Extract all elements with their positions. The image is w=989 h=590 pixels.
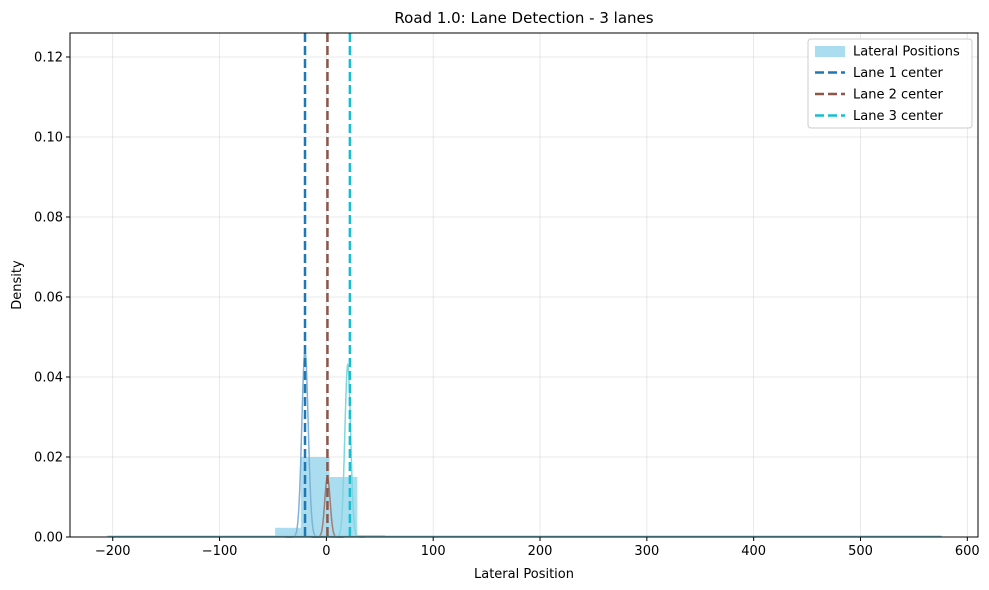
y-axis-label: Density <box>10 260 25 310</box>
plot-frame <box>69 32 979 538</box>
chart-title: Road 1.0: Lane Detection - 3 lanes <box>394 9 653 27</box>
x-tick-label: 300 <box>634 544 659 559</box>
x-tick-label: 400 <box>741 544 766 559</box>
legend-box <box>807 38 973 129</box>
y-axis-ticks: 0.00 0.02 0.04 0.06 0.08 0.10 0.12 <box>34 51 70 546</box>
x-tick-label: 200 <box>528 544 553 559</box>
legend-label: Lane 2 center <box>853 88 943 103</box>
histogram-bar <box>275 527 301 537</box>
legend: Lateral Positions Lane 1 center Lane 2 cen… <box>807 38 973 129</box>
legend-label: Lateral Positions <box>853 45 960 60</box>
x-axis-ticks: −200 −100 0 100 200 300 400 500 600 <box>95 537 980 559</box>
y-tick-label: 0.08 <box>34 211 63 226</box>
lane-center-lines <box>303 33 352 537</box>
x-tick-label: −200 <box>95 544 131 559</box>
y-tick-label: 0.10 <box>34 131 63 146</box>
y-tick-label: 0.00 <box>34 531 63 546</box>
x-tick-label: 0 <box>322 544 330 559</box>
x-tick-label: −100 <box>202 544 238 559</box>
x-tick-label: 100 <box>421 544 446 559</box>
y-tick-label: 0.04 <box>34 371 63 386</box>
legend-swatch <box>815 46 845 57</box>
legend-label: Lane 3 center <box>853 109 943 124</box>
x-tick-label: 600 <box>955 544 980 559</box>
y-tick-label: 0.12 <box>34 51 63 66</box>
y-tick-label: 0.06 <box>34 291 63 306</box>
y-tick-label: 0.02 <box>34 451 63 466</box>
x-axis-label: Lateral Position <box>474 567 574 582</box>
x-tick-label: 500 <box>848 544 873 559</box>
legend-label: Lane 1 center <box>853 66 943 81</box>
